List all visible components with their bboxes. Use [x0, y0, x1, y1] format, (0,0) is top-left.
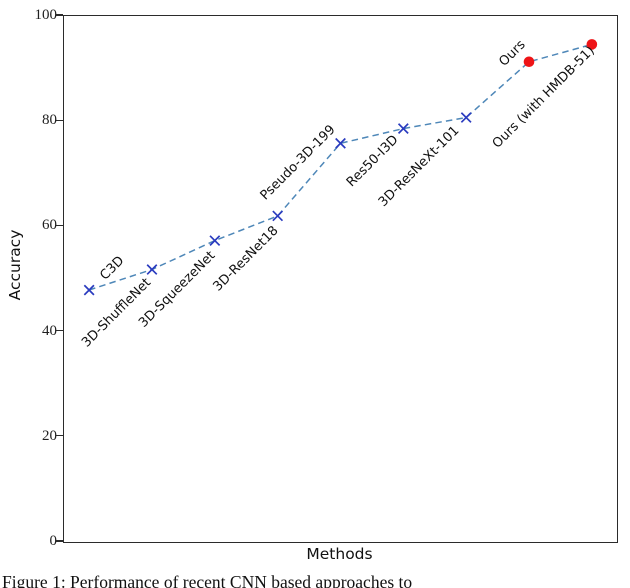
y-tick-mark-80: [56, 119, 63, 121]
x-marker-4: [335, 137, 346, 149]
highlight-dot-7: [523, 56, 535, 68]
y-tick-mark-20: [56, 435, 63, 437]
plot-area: C3D 3D-ShuffleNet 3D-SqueezeNet 3D-ResNet18…: [63, 15, 618, 543]
x-axis-label: Methods: [306, 545, 373, 563]
y-tick-label-20: 20: [42, 427, 57, 444]
x-marker-1: [146, 264, 158, 275]
y-tick-mark-40: [56, 330, 63, 332]
y-tick-mark-100: [56, 14, 63, 16]
x-marker-5: [397, 123, 409, 134]
chart-canvas: [83, 39, 598, 296]
x-marker-2: [209, 235, 221, 247]
highlight-dot-8: [586, 39, 598, 50]
y-tick-label-100: 100: [34, 7, 58, 23]
y-tick-mark-60: [56, 224, 63, 227]
accuracy-dashed-line: [88, 43, 593, 291]
x-marker-3: [272, 210, 284, 222]
y-tick-label-60: 60: [42, 217, 57, 234]
y-axis-label: Accuracy: [6, 229, 24, 301]
y-tick-mark-0: [56, 540, 63, 542]
figure-caption: Figure 1: Performance of recent CNN base…: [2, 572, 413, 588]
y-tick-label-80: 80: [42, 112, 57, 129]
y-tick-label-40: 40: [42, 322, 57, 339]
x-marker-6: [460, 112, 472, 123]
x-marker-0: [83, 284, 95, 296]
y-tick-label-0: 0: [49, 533, 58, 549]
